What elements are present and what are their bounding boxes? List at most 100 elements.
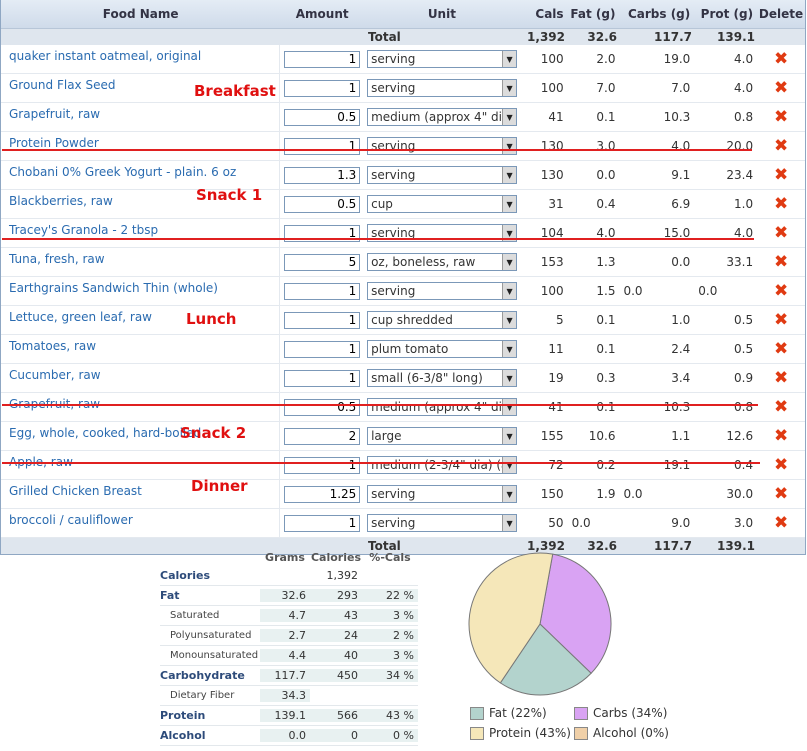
unit-select[interactable]: large ▼ bbox=[367, 427, 518, 445]
delete-icon[interactable]: ✖ bbox=[773, 193, 789, 214]
amount-input[interactable] bbox=[284, 369, 361, 387]
food-name-link[interactable]: Lettuce, green leaf, raw bbox=[1, 306, 281, 334]
header-fat[interactable]: Fat (g) bbox=[570, 7, 616, 21]
delete-icon[interactable]: ✖ bbox=[773, 367, 789, 388]
unit-select[interactable]: oz, boneless, raw ▼ bbox=[367, 253, 518, 271]
unit-select[interactable]: serving ▼ bbox=[367, 514, 518, 532]
dropdown-arrow-icon[interactable]: ▼ bbox=[502, 341, 517, 357]
delete-icon[interactable]: ✖ bbox=[773, 425, 789, 446]
delete-icon[interactable]: ✖ bbox=[773, 280, 789, 301]
header-prot[interactable]: Prot (g) bbox=[700, 7, 754, 21]
delete-icon[interactable]: ✖ bbox=[773, 309, 789, 330]
unit-select[interactable]: cup ▼ bbox=[367, 195, 518, 213]
summary-rows: Calories 1,392 Fat 32.6 293 22 % Saturated 4.7 4… bbox=[160, 566, 418, 746]
amount-input[interactable] bbox=[284, 485, 361, 503]
unit-select[interactable]: small (6-3/8" long) ▼ bbox=[367, 369, 518, 387]
unit-select[interactable]: serving ▼ bbox=[367, 282, 518, 300]
unit-select[interactable]: serving ▼ bbox=[367, 79, 518, 97]
delete-icon[interactable]: ✖ bbox=[773, 106, 789, 127]
fat-value: 1.9 bbox=[596, 487, 616, 501]
unit-select[interactable]: serving ▼ bbox=[367, 50, 518, 68]
amount-input[interactable] bbox=[284, 282, 361, 300]
amount-input[interactable] bbox=[284, 456, 361, 474]
nutrient-label: Monounsaturated bbox=[170, 650, 259, 661]
food-name-link[interactable]: Egg, whole, cooked, hard-boiled bbox=[1, 422, 281, 450]
dropdown-arrow-icon[interactable]: ▼ bbox=[502, 428, 517, 444]
amount-input[interactable] bbox=[284, 224, 361, 242]
amount-input[interactable] bbox=[284, 79, 361, 97]
carbs-value: 10.3 bbox=[663, 400, 691, 414]
dropdown-arrow-icon[interactable]: ▼ bbox=[502, 283, 517, 299]
unit-select[interactable]: serving ▼ bbox=[367, 224, 518, 242]
unit-select[interactable]: serving ▼ bbox=[367, 137, 518, 155]
unit-select[interactable]: plum tomato ▼ bbox=[367, 340, 518, 358]
amount-input[interactable] bbox=[284, 514, 361, 532]
food-name-link[interactable]: Tracey's Granola - 2 tbsp bbox=[1, 219, 281, 247]
unit-select[interactable]: serving ▼ bbox=[367, 166, 518, 184]
amount-input[interactable] bbox=[284, 195, 361, 213]
food-name-link[interactable]: Ground Flax Seed bbox=[1, 74, 281, 102]
unit-select[interactable]: medium (2-3/4" dia) (a ▼ bbox=[367, 456, 518, 474]
food-name-link[interactable]: Tuna, fresh, raw bbox=[1, 248, 281, 276]
dropdown-arrow-icon[interactable]: ▼ bbox=[502, 196, 517, 212]
dropdown-arrow-icon[interactable]: ▼ bbox=[502, 51, 517, 67]
delete-icon[interactable]: ✖ bbox=[773, 251, 789, 272]
dropdown-arrow-icon[interactable]: ▼ bbox=[502, 515, 517, 531]
dropdown-arrow-icon[interactable]: ▼ bbox=[502, 457, 517, 473]
summary-row: Polyunsaturated 2.7 24 2 % bbox=[160, 626, 418, 646]
dropdown-arrow-icon[interactable]: ▼ bbox=[502, 399, 517, 415]
unit-select[interactable]: cup shredded ▼ bbox=[367, 311, 518, 329]
header-cals[interactable]: Cals bbox=[535, 7, 564, 21]
food-name-link[interactable]: Chobani 0% Greek Yogurt - plain. 6 oz bbox=[1, 161, 281, 189]
amount-input[interactable] bbox=[284, 253, 361, 271]
dropdown-arrow-icon[interactable]: ▼ bbox=[502, 312, 517, 328]
amount-input[interactable] bbox=[284, 340, 361, 358]
food-name-link[interactable]: quaker instant oatmeal, original bbox=[1, 45, 281, 73]
delete-icon[interactable]: ✖ bbox=[773, 48, 789, 69]
header-amount[interactable]: Amount bbox=[295, 7, 349, 21]
dropdown-arrow-icon[interactable]: ▼ bbox=[502, 254, 517, 270]
prot-value: 0.5 bbox=[734, 342, 754, 356]
amount-input[interactable] bbox=[284, 398, 361, 416]
dropdown-arrow-icon[interactable]: ▼ bbox=[502, 80, 517, 96]
food-name-link[interactable]: Tomatoes, raw bbox=[1, 335, 281, 363]
delete-icon[interactable]: ✖ bbox=[773, 164, 789, 185]
header-unit[interactable]: Unit bbox=[427, 7, 456, 21]
food-name-link[interactable]: Apple, raw bbox=[1, 451, 281, 479]
delete-icon[interactable]: ✖ bbox=[773, 77, 789, 98]
food-name-link[interactable]: Grapefruit, raw bbox=[1, 393, 281, 421]
food-name-link[interactable]: broccoli / cauliflower bbox=[1, 509, 281, 537]
delete-icon[interactable]: ✖ bbox=[773, 338, 789, 359]
unit-select[interactable]: medium (approx 4" dia ▼ bbox=[367, 398, 518, 416]
food-name-link[interactable]: Earthgrains Sandwich Thin (whole) bbox=[1, 277, 281, 305]
food-name-link[interactable]: Cucumber, raw bbox=[1, 364, 281, 392]
amount-input[interactable] bbox=[284, 108, 361, 126]
amount-input[interactable] bbox=[284, 427, 361, 445]
delete-icon[interactable]: ✖ bbox=[773, 396, 789, 417]
header-food-name[interactable]: Food Name bbox=[102, 7, 179, 21]
amount-input[interactable] bbox=[284, 311, 361, 329]
food-name-link[interactable]: Protein Powder bbox=[1, 132, 281, 160]
dropdown-arrow-icon[interactable]: ▼ bbox=[502, 167, 517, 183]
dropdown-arrow-icon[interactable]: ▼ bbox=[502, 225, 517, 241]
dropdown-arrow-icon[interactable]: ▼ bbox=[502, 370, 517, 386]
unit-select[interactable]: medium (approx 4" dia ▼ bbox=[367, 108, 518, 126]
unit-select[interactable]: serving ▼ bbox=[367, 485, 518, 503]
header-carbs[interactable]: Carbs (g) bbox=[627, 7, 691, 21]
grams-value: 34.3 bbox=[260, 689, 310, 702]
amount-input[interactable] bbox=[284, 137, 361, 155]
dropdown-arrow-icon[interactable]: ▼ bbox=[502, 486, 517, 502]
delete-icon[interactable]: ✖ bbox=[773, 222, 789, 243]
food-name-link[interactable]: Grapefruit, raw bbox=[1, 103, 281, 131]
amount-input[interactable] bbox=[284, 50, 361, 68]
food-name-link[interactable]: Blackberries, raw bbox=[1, 190, 281, 218]
amount-input[interactable] bbox=[284, 166, 361, 184]
pie-slice-fat bbox=[499, 623, 592, 696]
delete-icon[interactable]: ✖ bbox=[773, 512, 789, 533]
food-name-link[interactable]: Grilled Chicken Breast bbox=[1, 480, 281, 508]
dropdown-arrow-icon[interactable]: ▼ bbox=[502, 109, 517, 125]
dropdown-arrow-icon[interactable]: ▼ bbox=[502, 138, 517, 154]
delete-icon[interactable]: ✖ bbox=[773, 454, 789, 475]
delete-icon[interactable]: ✖ bbox=[773, 483, 789, 504]
delete-icon[interactable]: ✖ bbox=[773, 135, 789, 156]
